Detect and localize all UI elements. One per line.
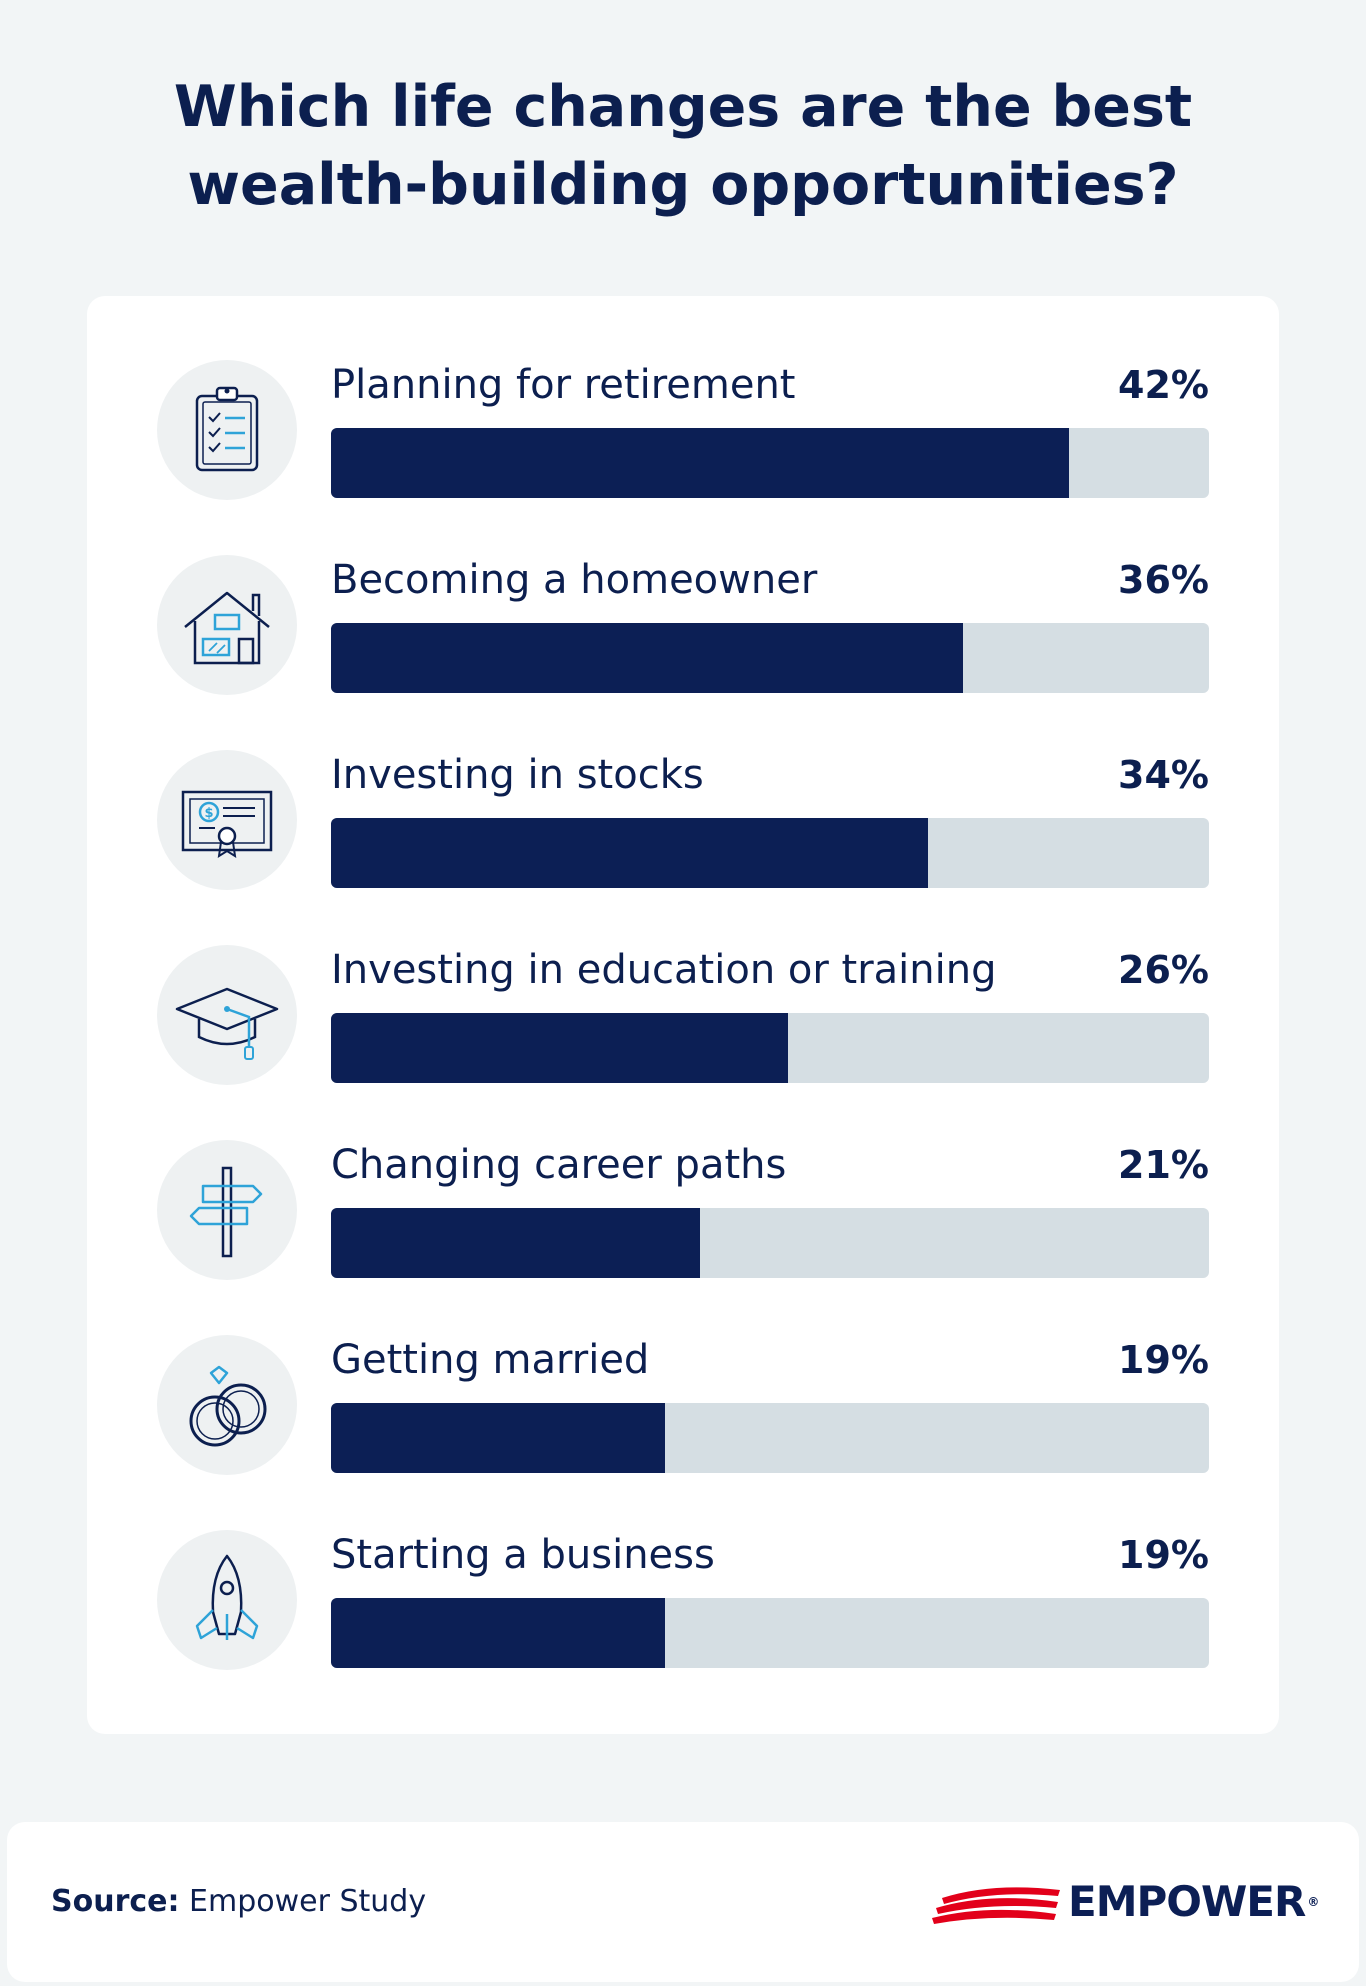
- source-note: Source: Empower Study: [51, 1878, 426, 1926]
- bar-label: Investing in stocks: [331, 752, 704, 798]
- bar-track: [331, 1013, 1209, 1083]
- bar-label: Becoming a homeowner: [331, 557, 818, 603]
- bar-value-label: 21%: [1118, 1143, 1209, 1187]
- stock-certificate-icon: $: [157, 750, 297, 890]
- signpost-icon: [157, 1140, 297, 1280]
- bar-label: Investing in education or training: [331, 947, 997, 993]
- empower-logo: EMPOWER ®: [932, 1874, 1332, 1930]
- source-text: Empower Study: [189, 1884, 427, 1919]
- bar-value-label: 36%: [1118, 558, 1209, 602]
- bar-value-label: 19%: [1118, 1338, 1209, 1382]
- bar-track: [331, 1403, 1209, 1473]
- bar-label: Planning for retirement: [331, 362, 796, 408]
- bar-value-label: 26%: [1118, 948, 1209, 992]
- bar-fill: [331, 1403, 665, 1473]
- bar-track: [331, 428, 1209, 498]
- bar-track: [331, 818, 1209, 888]
- bar-track: [331, 623, 1209, 693]
- bar-fill: [331, 428, 1069, 498]
- bar-fill: [331, 1208, 700, 1278]
- bar-row-starting-a-business: Starting a business 19%: [87, 1530, 1279, 1690]
- graduation-cap-icon: [157, 945, 297, 1085]
- bar-label: Changing career paths: [331, 1142, 787, 1188]
- bar-track: [331, 1208, 1209, 1278]
- bar-fill: [331, 1013, 788, 1083]
- empower-flag-icon: [932, 1887, 1060, 1924]
- logo-registered-mark: ®: [1307, 1895, 1319, 1909]
- bar-fill: [331, 1598, 665, 1668]
- logo-text: EMPOWER: [1068, 1877, 1306, 1926]
- rocket-icon: [157, 1530, 297, 1670]
- house-icon: [157, 555, 297, 695]
- bar-row-investing-in-education-or-training: Investing in education or training 26%: [87, 945, 1279, 1105]
- bar-row-changing-career-paths: Changing career paths 21%: [87, 1140, 1279, 1300]
- bar-value-label: 42%: [1118, 363, 1209, 407]
- wedding-rings-icon: [157, 1335, 297, 1475]
- bar-row-investing-in-stocks: $ Investing in stocks 34%: [87, 750, 1279, 910]
- bar-track: [331, 1598, 1209, 1668]
- bar-fill: [331, 623, 964, 693]
- bar-row-planning-for-retirement: Planning for retirement 42%: [87, 360, 1279, 520]
- footer: Source: Empower Study EMPOWER ®: [7, 1822, 1359, 1982]
- svg-text:$: $: [204, 806, 213, 821]
- bar-row-becoming-a-homeowner: Becoming a homeowner 36%: [87, 555, 1279, 715]
- chart-title: Which life changes are the best wealth-b…: [0, 68, 1366, 224]
- chart-title-line-1: Which life changes are the best: [173, 74, 1193, 140]
- bar-fill: [331, 818, 929, 888]
- bar-value-label: 19%: [1118, 1533, 1209, 1577]
- chart-card: Planning for retirement 42% Becoming a hom…: [87, 296, 1279, 1734]
- bar-label: Getting married: [331, 1337, 650, 1383]
- bar-value-label: 34%: [1118, 753, 1209, 797]
- clipboard-checklist-icon: [157, 360, 297, 500]
- chart-title-line-2: wealth-building opportunities?: [187, 152, 1179, 218]
- bar-row-getting-married: Getting married 19%: [87, 1335, 1279, 1495]
- logo-wordmark: EMPOWER ®: [1068, 1874, 1319, 1930]
- bar-label: Starting a business: [331, 1532, 715, 1578]
- source-label: Source:: [51, 1884, 180, 1919]
